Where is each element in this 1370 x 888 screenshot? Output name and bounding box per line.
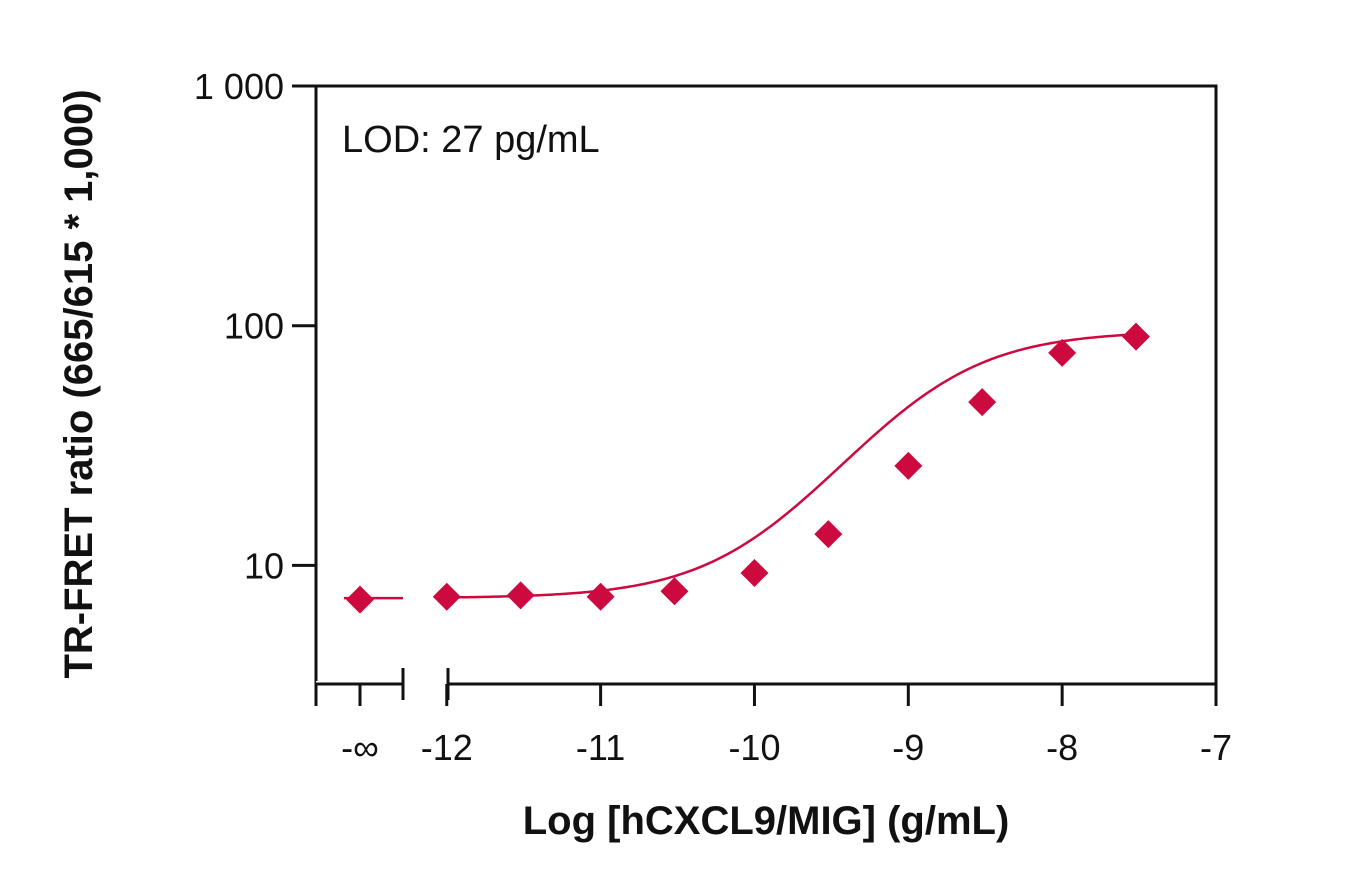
data-points <box>346 322 1150 614</box>
x-tick-label: -12 <box>421 727 473 768</box>
data-point-diamond <box>968 388 997 417</box>
data-point-diamond <box>1122 322 1150 351</box>
x-tick-label: -9 <box>892 727 924 768</box>
x-tick-label: -11 <box>576 727 625 768</box>
x-tick-label: -∞ <box>341 727 379 768</box>
x-tick-label: -8 <box>1046 727 1078 768</box>
y-tick-label: 100 <box>224 306 284 347</box>
fit-curves <box>344 333 1137 600</box>
data-point-diamond <box>586 582 615 611</box>
data-point-diamond <box>432 582 461 611</box>
data-point-diamond <box>506 581 535 610</box>
data-point-diamond <box>1048 338 1077 367</box>
x-tick-label: -10 <box>728 727 780 768</box>
data-point-diamond <box>740 558 769 587</box>
axes: -∞ -12 -11 -10 -9 -8 -7 10 100 1 000 <box>194 66 1232 768</box>
y-tick-label: 10 <box>244 545 284 586</box>
x-tick-label: -7 <box>1200 727 1232 768</box>
lod-annotation: LOD: 27 pg/mL <box>342 119 600 161</box>
data-point-diamond <box>814 520 843 549</box>
y-tick-label: 1 000 <box>194 66 284 107</box>
y-axis-title: TR-FRET ratio (665/615 * 1,000) <box>57 89 101 678</box>
x-axis-title: Log [hCXCL9/MIG] (g/mL) <box>523 799 1010 843</box>
fit-curve <box>446 333 1137 599</box>
data-point-diamond <box>660 577 689 606</box>
data-point-diamond <box>894 451 923 480</box>
data-point-diamond <box>346 585 374 614</box>
